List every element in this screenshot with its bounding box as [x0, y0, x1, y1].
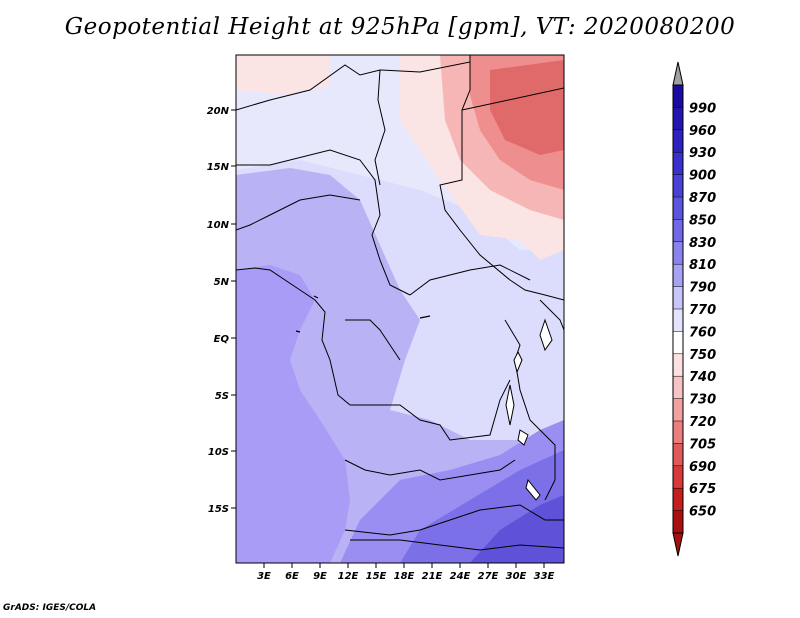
- colorbar: 990 960 930 900 870 850 830 810 790 770 760 750 740 7…: [672, 61, 716, 557]
- lon-label-33e: 33E: [534, 571, 555, 582]
- lat-label-eq: EQ: [214, 334, 230, 345]
- lon-label-24e: 24E: [450, 571, 471, 582]
- field-pink-1: [236, 55, 330, 95]
- colorbar-swatch: [673, 197, 683, 220]
- colorbar-swatch: [673, 264, 683, 287]
- colorbar-label: 960: [689, 124, 716, 139]
- colorbar-label: 810: [689, 258, 716, 273]
- lon-label-9e: 9E: [313, 571, 327, 582]
- colorbar-swatch: [673, 286, 683, 310]
- map-panel: 20N 15N 10N 5N EQ 5S 10S 15S 3E 6E 9E 12…: [207, 54, 565, 582]
- colorbar-swatch: [673, 353, 683, 377]
- colorbar-swatch: [673, 129, 683, 153]
- colorbar-label: 675: [689, 482, 716, 497]
- colorbar-label: 720: [689, 415, 716, 430]
- lat-label-10n: 10N: [207, 220, 230, 231]
- lon-label-12e: 12E: [338, 571, 359, 582]
- islands: [295, 295, 431, 333]
- colorbar-swatch: [673, 443, 683, 467]
- colorbar-label: 900: [689, 169, 716, 184]
- colorbar-label: 740: [689, 370, 716, 385]
- colorbar-swatch: [673, 331, 683, 355]
- colorbar-label: 870: [689, 191, 716, 206]
- colorbar-label: 690: [689, 460, 716, 475]
- colorbar-swatch: [673, 107, 683, 131]
- lon-label-27e: 27E: [478, 571, 499, 582]
- field-pink-4: [490, 60, 564, 155]
- lat-label-5s: 5S: [215, 391, 229, 402]
- colorbar-swatch: [673, 421, 683, 444]
- colorbar-swatch: [673, 465, 683, 489]
- lon-label-3e: 3E: [257, 571, 271, 582]
- field-ocean: [236, 265, 350, 563]
- colorbar-swatch: [673, 219, 683, 243]
- colorbar-top-arrow: [672, 61, 684, 86]
- lon-label-6e: 6E: [285, 571, 299, 582]
- chart-title: Geopotential Height at 925hPa [gpm], VT:…: [64, 14, 736, 40]
- lon-label-15e: 15E: [366, 571, 387, 582]
- colorbar-swatch: [673, 174, 683, 198]
- colorbar-swatch: [673, 376, 683, 399]
- colorbar-bottom-arrow: [672, 532, 684, 557]
- colorbar-label: 830: [689, 236, 716, 251]
- colorbar-label: 850: [689, 213, 716, 228]
- lat-label-5n: 5N: [214, 277, 230, 288]
- colorbar-label: 730: [689, 393, 716, 408]
- colorbar-swatch: [673, 510, 683, 534]
- colorbar-swatch: [673, 152, 683, 175]
- lat-label-20n: 20N: [207, 106, 230, 117]
- colorbar-label: 990: [689, 101, 716, 116]
- colorbar-swatch: [673, 241, 683, 265]
- lon-axis: 3E 6E 9E 12E 15E 18E 21E 24E 27E 30E 33E: [257, 563, 555, 582]
- lat-label-15s: 15S: [208, 504, 229, 515]
- colorbar-swatch: [673, 398, 683, 422]
- colorbar-label: 650: [689, 505, 716, 520]
- lakes: [505, 318, 553, 501]
- colorbar-swatch: [673, 309, 683, 332]
- colorbar-label: 760: [689, 325, 716, 340]
- lat-label-15n: 15N: [207, 162, 230, 173]
- colorbar-label: 770: [689, 303, 716, 318]
- country-borders: [236, 55, 564, 551]
- grads-credit: GrADS: IGES/COLA: [3, 603, 97, 613]
- colorbar-label: 930: [689, 146, 716, 161]
- lon-label-18e: 18E: [394, 571, 415, 582]
- colorbar-swatch: [673, 488, 683, 511]
- map-frame: [235, 54, 565, 564]
- colorbar-label: 790: [689, 281, 716, 296]
- colorbar-label: 750: [689, 348, 716, 363]
- lat-axis: 20N 15N 10N 5N EQ 5S 10S 15S: [207, 106, 236, 515]
- colorbar-label: 705: [689, 437, 716, 452]
- lon-label-30e: 30E: [506, 571, 527, 582]
- colorbar-swatch: [673, 85, 683, 108]
- lat-label-10s: 10S: [208, 447, 229, 458]
- lon-label-21e: 21E: [422, 571, 443, 582]
